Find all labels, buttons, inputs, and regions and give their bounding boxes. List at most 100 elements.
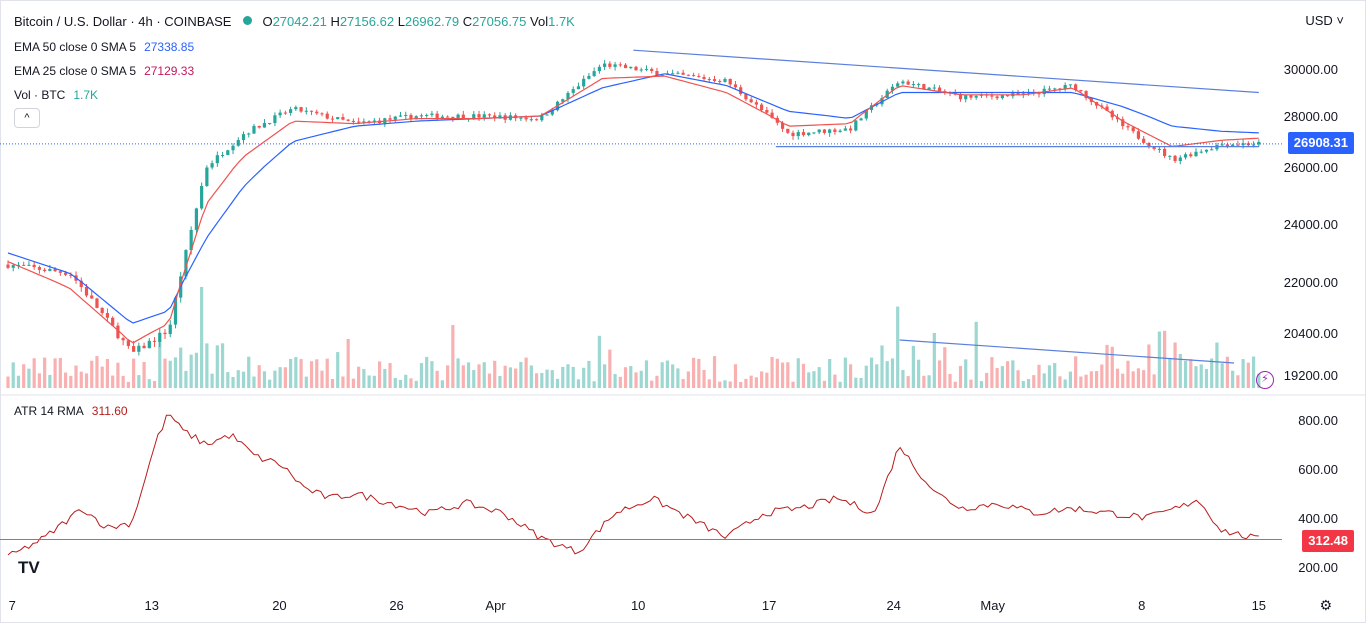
candle-body	[262, 123, 267, 128]
volume-bar	[446, 365, 450, 388]
candle-body	[1168, 155, 1172, 157]
volume-bar	[152, 381, 157, 388]
candle-body	[691, 75, 696, 77]
candle-body	[1173, 155, 1177, 162]
volume-bar	[236, 370, 240, 388]
volume-bar	[252, 376, 256, 388]
candle-body	[147, 340, 151, 349]
volume-bar	[90, 360, 94, 388]
volume-bar	[906, 376, 910, 388]
tradingview-logo-icon[interactable]: TV	[18, 558, 40, 577]
volume-bar	[53, 358, 57, 388]
atr-axis-label: 200.00	[1298, 560, 1338, 575]
flash-icon[interactable]: ⚡	[1256, 371, 1274, 389]
candle-body	[1241, 143, 1245, 146]
candle-body	[786, 128, 790, 133]
volume-bar	[1074, 356, 1078, 388]
volume-indicator-label: Vol · BTC	[14, 88, 66, 102]
candle-body	[226, 150, 230, 156]
volume-bar	[1053, 363, 1057, 388]
settings-gear-icon[interactable]: ⚙	[1319, 597, 1332, 613]
price-axis-label: 20400.00	[1284, 326, 1338, 341]
volume-bar	[1115, 368, 1120, 388]
candle-body	[765, 110, 769, 113]
candle-body	[707, 79, 711, 81]
volume-bar	[398, 379, 403, 388]
volume-legend[interactable]: Vol · BTC 1.7K	[14, 87, 98, 103]
candle-body	[838, 130, 842, 132]
candle-body	[958, 94, 963, 100]
volume-bar	[843, 357, 847, 388]
volume-bar	[1142, 370, 1146, 388]
candle-body	[351, 120, 356, 122]
candle-body	[540, 115, 544, 121]
candle-body	[22, 264, 26, 266]
volume-bar	[1110, 346, 1114, 388]
candle-body	[283, 112, 287, 114]
candle-body	[472, 114, 476, 119]
volume-bar	[472, 370, 476, 388]
ema25-legend[interactable]: EMA 25 close 0 SMA 5 27129.33	[14, 63, 194, 79]
candle-body	[493, 115, 497, 119]
candle-body	[1257, 141, 1261, 145]
candle-body	[534, 119, 539, 121]
volume-bar	[571, 366, 575, 388]
candle-body	[932, 87, 936, 89]
volume-bar	[1194, 366, 1198, 388]
candle-body	[173, 297, 178, 325]
symbol-title[interactable]: Bitcoin / U.S. Dollar · 4h · COINBASE	[14, 14, 232, 29]
volume-bar	[519, 361, 523, 388]
volume-bar	[341, 376, 345, 388]
atr-axis-label: 600.00	[1298, 462, 1338, 477]
time-axis-label: 8	[1138, 598, 1145, 613]
volume-bar	[1173, 342, 1177, 388]
atr-legend[interactable]: ATR 14 RMA 311.60	[14, 403, 128, 419]
currency-selector[interactable]: USD ˅	[1305, 13, 1344, 28]
atr-axis-label: 800.00	[1298, 413, 1338, 428]
volume-bar	[550, 370, 554, 388]
candle-body	[927, 87, 931, 90]
candle-body	[974, 95, 978, 98]
candle-body	[592, 71, 596, 76]
volume-bar	[487, 373, 492, 388]
volume-bar	[833, 374, 837, 388]
candle-body	[655, 71, 659, 76]
ema25-value: 27129.33	[144, 64, 195, 78]
volume-bar	[634, 372, 638, 388]
collapse-legend-button[interactable]: ^	[14, 108, 40, 128]
candle-body	[210, 163, 214, 168]
ema50-legend[interactable]: EMA 50 close 0 SMA 5 27338.85	[14, 39, 194, 55]
candle-body	[1210, 149, 1214, 151]
currency-label: USD	[1305, 13, 1333, 28]
ema50-value: 27338.85	[144, 40, 195, 54]
volume-bar	[718, 381, 722, 388]
candle-body	[1189, 154, 1193, 157]
volume-bar	[388, 363, 392, 388]
time-axis-label: 20	[272, 598, 286, 613]
volume-bar	[702, 369, 706, 388]
candle-body	[917, 84, 921, 86]
volume-bar	[16, 375, 21, 388]
volume-bar	[184, 370, 188, 388]
candle-body	[1053, 88, 1057, 90]
volume-bar	[210, 373, 214, 388]
candle-body	[398, 115, 403, 117]
candle-body	[477, 114, 481, 118]
time-axis-label: Apr	[485, 598, 506, 613]
volume-bar	[514, 368, 518, 388]
descending-trendline	[633, 49, 1259, 94]
candle-body	[723, 78, 727, 82]
price-axis-label: 19200.00	[1284, 368, 1338, 383]
volume-bar	[1021, 380, 1025, 388]
symbol-legend[interactable]: Bitcoin / U.S. Dollar · 4h · COINBASE O27…	[14, 14, 575, 30]
volume-bar	[1136, 368, 1141, 388]
volume-bar	[749, 375, 753, 388]
candle-body	[16, 264, 21, 266]
candle-body	[289, 109, 293, 113]
candle-body	[608, 63, 612, 67]
volume-bar	[304, 376, 308, 388]
candle-body	[152, 340, 157, 342]
candle-body	[969, 95, 973, 98]
volume-bar	[1246, 362, 1250, 388]
